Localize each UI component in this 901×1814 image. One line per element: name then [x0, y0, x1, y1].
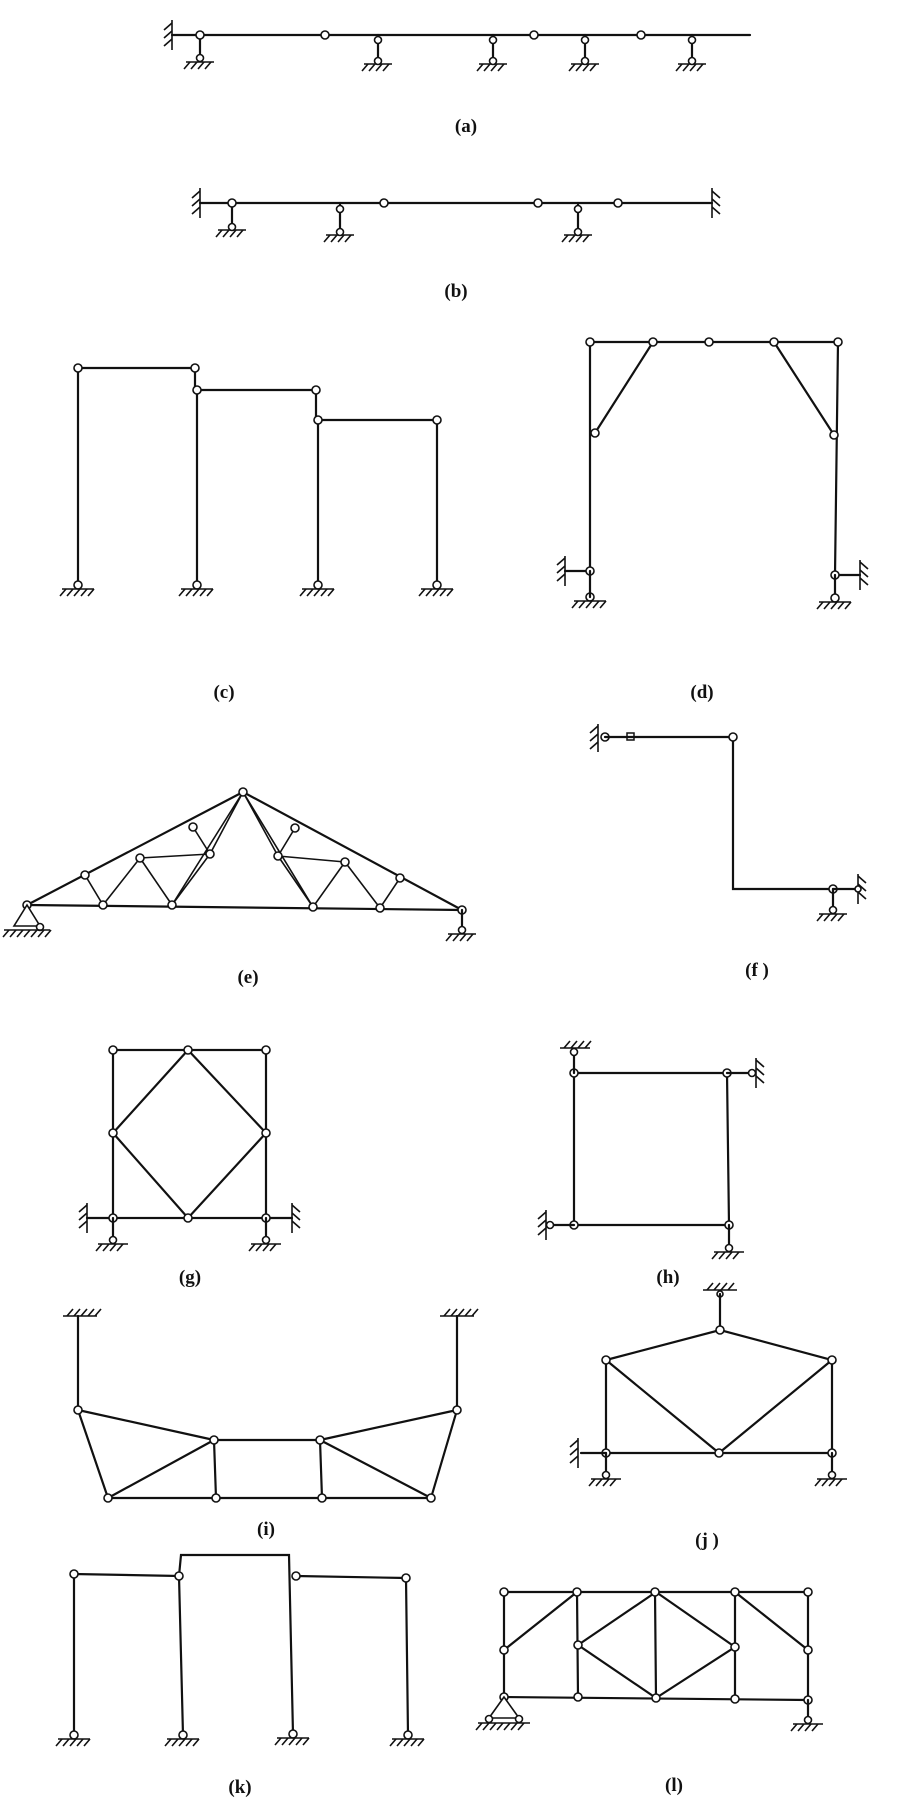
label-g: (g): [179, 1267, 201, 1288]
label-c: (c): [213, 682, 234, 703]
label-f: (f ): [745, 960, 769, 981]
diagram-e: [2, 787, 476, 942]
label-d: (d): [690, 682, 713, 703]
diagram-a: [163, 20, 752, 72]
label-i: (i): [257, 1519, 275, 1540]
diagram-b: [191, 188, 721, 243]
diagram-i: [63, 1308, 479, 1503]
label-a: (a): [455, 116, 477, 137]
diagram-d: [556, 337, 869, 610]
label-k: (k): [228, 1777, 251, 1798]
diagram-f: [589, 724, 867, 922]
diagram-k: [55, 1553, 425, 1747]
diagram-l: [475, 1587, 823, 1732]
label-e: (e): [237, 967, 258, 988]
label-j: (j ): [695, 1530, 719, 1551]
label-b: (b): [444, 281, 467, 302]
diagram-g: [78, 1045, 301, 1252]
diagram-j: [569, 1282, 847, 1487]
label-h: (h): [656, 1267, 679, 1288]
label-l: (l): [665, 1775, 683, 1796]
diagram-h: [537, 1040, 765, 1260]
diagram-c: [59, 363, 454, 597]
